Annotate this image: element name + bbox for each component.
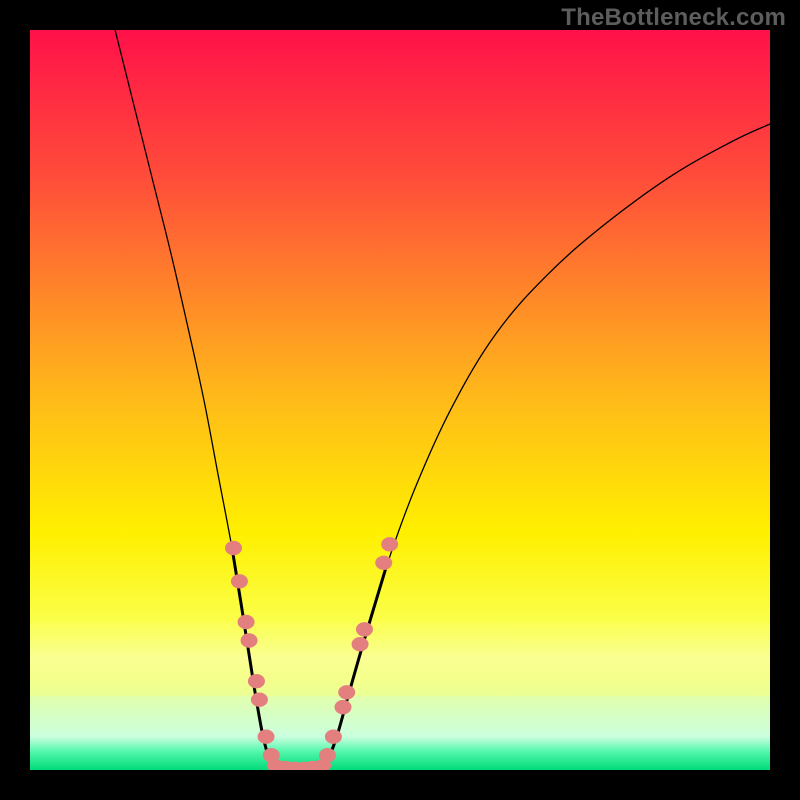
marker-dot [241, 633, 258, 647]
marker-dot [325, 729, 342, 743]
marker-dot [238, 615, 255, 629]
marker-dot [356, 622, 373, 636]
marker-dot [375, 556, 392, 570]
marker-dot [225, 541, 242, 555]
marker-dot [251, 692, 268, 706]
marker-dot [352, 637, 369, 651]
plot-area [30, 30, 770, 770]
watermark-text: TheBottleneck.com [561, 4, 786, 32]
marker-dot [338, 685, 355, 699]
marker-dot [258, 729, 275, 743]
marker-dot [231, 574, 248, 588]
marker-dot [381, 537, 398, 551]
marker-dot [335, 700, 352, 714]
chart-container: TheBottleneck.com [0, 0, 800, 800]
bright-band [30, 622, 770, 696]
marker-dot [248, 674, 265, 688]
plot-svg [30, 30, 770, 770]
